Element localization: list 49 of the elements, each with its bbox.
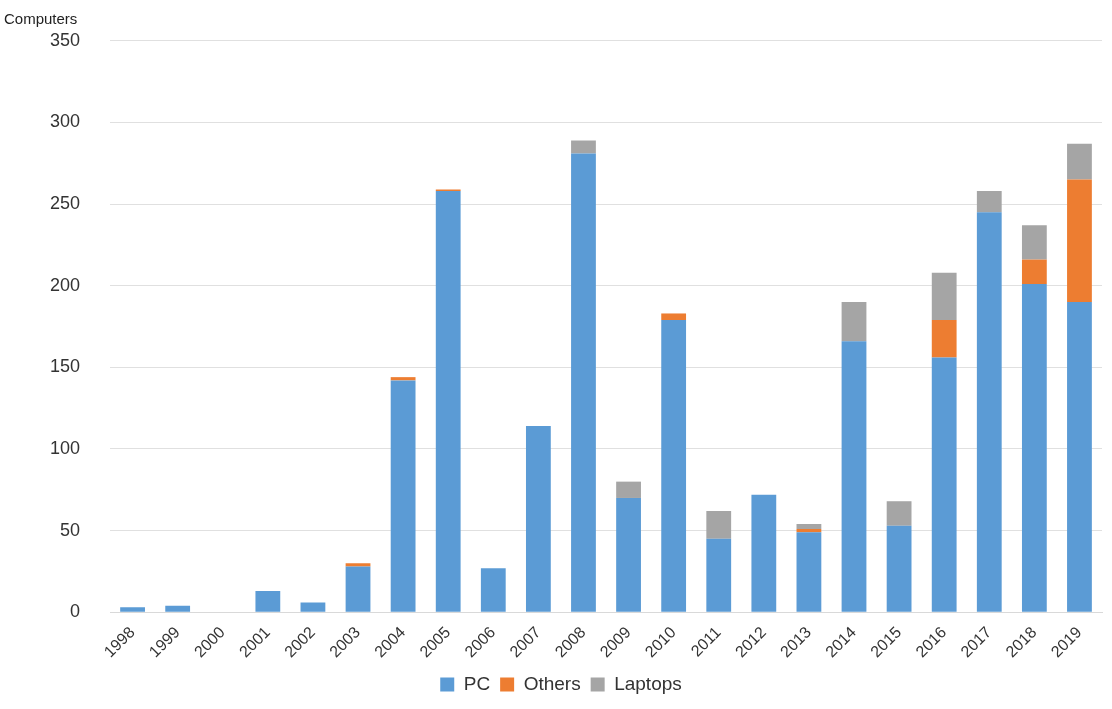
bar bbox=[1021, 225, 1047, 260]
bar bbox=[300, 602, 326, 612]
y-tick-label: 350 bbox=[49, 29, 81, 50]
bar bbox=[976, 191, 1002, 213]
bar bbox=[390, 377, 416, 381]
y-tick-label: 250 bbox=[49, 193, 81, 214]
bar bbox=[886, 501, 912, 526]
bar bbox=[120, 607, 145, 612]
bar bbox=[525, 426, 551, 612]
y-tick-label: 300 bbox=[49, 111, 81, 132]
bar bbox=[345, 566, 371, 612]
bar bbox=[571, 140, 596, 154]
bar bbox=[931, 320, 957, 358]
bar bbox=[345, 563, 371, 567]
y-axis-title: Computers bbox=[4, 10, 78, 27]
bar bbox=[796, 532, 822, 612]
y-tick-label: 50 bbox=[60, 519, 81, 540]
bar bbox=[1067, 179, 1092, 303]
y-tick-label: 200 bbox=[49, 274, 81, 295]
bar bbox=[661, 313, 687, 320]
bar bbox=[886, 525, 912, 612]
bar bbox=[255, 591, 281, 612]
bar bbox=[661, 320, 687, 612]
bar bbox=[1021, 284, 1047, 612]
bar bbox=[841, 302, 867, 342]
bar bbox=[390, 380, 416, 612]
bar bbox=[1067, 302, 1092, 612]
bar bbox=[1067, 143, 1092, 180]
bar bbox=[931, 357, 957, 612]
bar bbox=[480, 568, 506, 612]
bar bbox=[435, 191, 461, 612]
y-tick-label: 150 bbox=[49, 356, 81, 377]
bar bbox=[616, 481, 641, 498]
legend-label: Laptops bbox=[614, 672, 682, 694]
bar bbox=[841, 341, 867, 612]
legend-label: Others bbox=[523, 672, 581, 694]
bar bbox=[616, 497, 641, 612]
y-tick-label: 100 bbox=[49, 437, 81, 458]
bar bbox=[165, 605, 191, 612]
bar bbox=[1021, 259, 1047, 285]
bar bbox=[796, 524, 822, 529]
legend-label: PC bbox=[463, 672, 491, 694]
bar bbox=[706, 538, 732, 612]
bar bbox=[751, 494, 777, 612]
bar bbox=[931, 272, 957, 320]
bar bbox=[706, 511, 732, 539]
bar bbox=[976, 212, 1002, 612]
bar bbox=[571, 153, 596, 612]
y-tick-label: 0 bbox=[70, 601, 81, 622]
